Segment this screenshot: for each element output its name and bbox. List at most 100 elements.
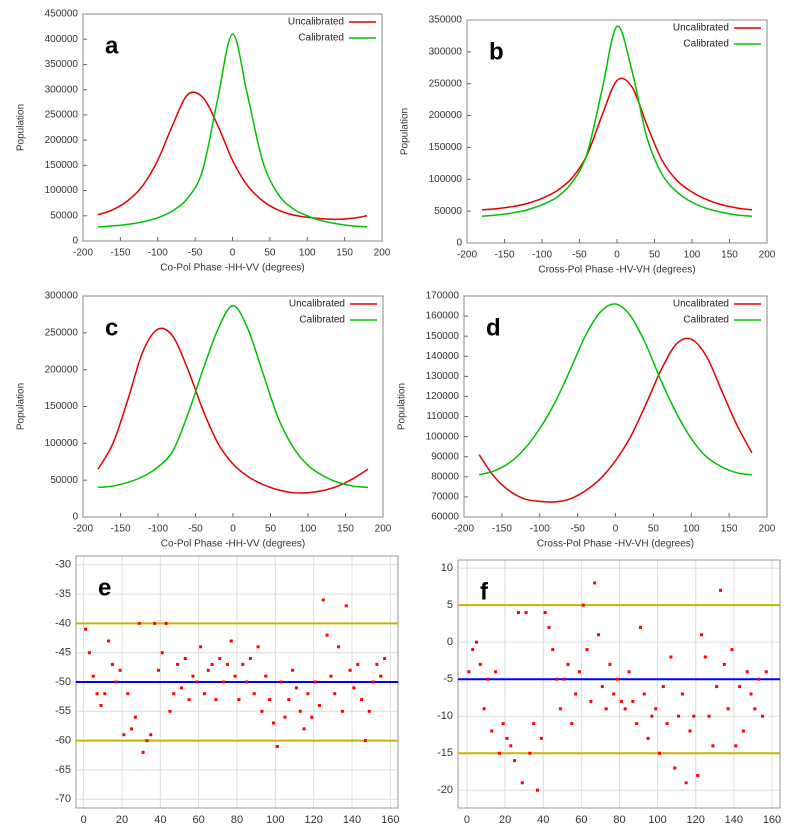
series-line [481, 25, 753, 217]
y-tick-label: 0 [72, 236, 78, 247]
point [160, 651, 164, 655]
point [214, 698, 218, 702]
point [551, 648, 555, 652]
y-tick-label: 450000 [45, 9, 79, 20]
x-tick-label: -50 [570, 524, 585, 535]
point [486, 677, 490, 681]
y-tick-label: 60000 [431, 512, 459, 523]
plot-frame [82, 295, 384, 518]
y-tick-label: 300000 [429, 46, 463, 57]
x-tick-label: 150 [721, 250, 738, 261]
point [233, 674, 237, 678]
x-tick-label: 100 [648, 814, 666, 826]
point [760, 714, 764, 718]
x-tick-label: 100 [266, 814, 284, 826]
point [509, 744, 513, 748]
point [187, 698, 191, 702]
y-tick-label: 100000 [45, 438, 79, 449]
x-tick-label: 140 [725, 814, 743, 826]
point [730, 648, 734, 652]
y-tick-label: 50000 [50, 475, 78, 486]
y-tick-label: 100000 [426, 431, 460, 442]
panel-label: b [489, 38, 504, 65]
y-tick-label: 100000 [429, 174, 463, 185]
point [570, 722, 574, 726]
x-axis-label: Co-Pol Phase -HH-VV (degrees) [161, 539, 306, 550]
x-tick-label: 200 [759, 524, 776, 535]
point [673, 766, 677, 770]
y-tick-label: -10 [437, 710, 453, 722]
point [133, 715, 137, 719]
point [532, 722, 536, 726]
y-tick-label: 250000 [45, 110, 79, 121]
point [715, 685, 719, 689]
y-tick-label: 250000 [429, 78, 463, 89]
point [597, 633, 601, 637]
point [225, 662, 229, 666]
point [363, 739, 367, 743]
point [741, 729, 745, 733]
point [699, 633, 703, 637]
point [749, 692, 753, 696]
point [183, 657, 187, 661]
point [734, 744, 738, 748]
y-tick-label: -20 [437, 784, 453, 796]
y-tick-label: 200000 [45, 135, 79, 146]
x-tick-label: 100 [299, 248, 316, 259]
point [137, 621, 141, 625]
point [298, 709, 302, 713]
point [757, 677, 761, 681]
point [222, 680, 226, 684]
point [333, 692, 337, 696]
point [631, 699, 635, 703]
y-tick-label: -35 [55, 588, 71, 600]
point [356, 662, 360, 666]
point [589, 699, 593, 703]
y-tick-label: 300000 [45, 84, 79, 95]
point [665, 722, 669, 726]
point [623, 707, 627, 711]
point [337, 645, 341, 649]
x-tick-label: 160 [763, 814, 781, 826]
point [696, 773, 700, 777]
point [268, 698, 272, 702]
point [513, 759, 517, 763]
x-tick-label: 50 [649, 250, 661, 261]
plot-frame [466, 19, 768, 244]
point [325, 633, 329, 637]
y-tick-label: -5 [443, 673, 453, 685]
point [661, 685, 665, 689]
y-tick-label: 0 [456, 238, 462, 249]
y-tick-label: 200000 [45, 364, 79, 375]
y-tick-label: 140000 [426, 351, 460, 362]
x-tick-label: 120 [304, 814, 322, 826]
point [256, 645, 260, 649]
point [528, 751, 532, 755]
point [608, 662, 612, 666]
panel: 0 50000 100000 150000 200000 250000 300000 -200… [16, 291, 392, 550]
point [520, 781, 524, 785]
series-line [478, 303, 752, 476]
point [310, 715, 314, 719]
point [291, 668, 295, 672]
series-line [97, 304, 369, 489]
point [245, 680, 249, 684]
panel: 0 50000 100000 150000 200000 250000 300000 3500… [16, 9, 391, 274]
y-tick-label: 120000 [426, 391, 460, 402]
series-line [481, 77, 753, 211]
point [118, 668, 122, 672]
x-tick-label: 50 [265, 524, 277, 535]
x-tick-label: 150 [336, 248, 353, 259]
point [329, 674, 333, 678]
y-tick-label: -45 [55, 647, 71, 659]
y-tick-label: 150000 [426, 331, 460, 342]
point [199, 645, 203, 649]
x-tick-label: -100 [148, 248, 168, 259]
point [156, 668, 160, 672]
point [516, 611, 520, 615]
point [99, 703, 103, 707]
x-tick-label: 20 [499, 814, 511, 826]
y-axis-label: Population [16, 104, 27, 151]
